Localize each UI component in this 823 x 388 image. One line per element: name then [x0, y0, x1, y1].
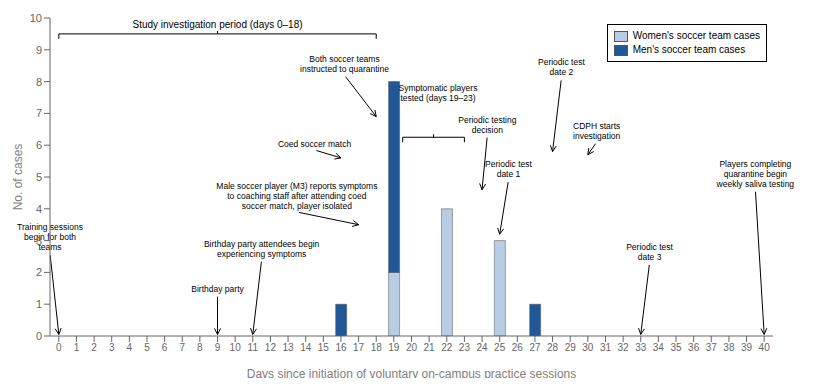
svg-text:2: 2: [91, 342, 97, 353]
svg-text:Periodic testdate 2: Periodic testdate 2: [538, 57, 585, 77]
svg-text:31: 31: [600, 342, 612, 353]
svg-text:28: 28: [547, 342, 559, 353]
svg-text:19: 19: [388, 342, 400, 353]
svg-text:9: 9: [36, 44, 42, 56]
svg-text:30: 30: [582, 342, 594, 353]
svg-text:3: 3: [109, 342, 115, 353]
svg-text:25: 25: [494, 342, 506, 353]
svg-text:Both soccer teamsinstructed to: Both soccer teamsinstructed to quarantin…: [300, 54, 389, 74]
svg-text:Periodic testdate 3: Periodic testdate 3: [626, 242, 673, 262]
svg-text:CDPH startsinvestigation: CDPH startsinvestigation: [573, 121, 621, 141]
svg-text:Players completingquarantine b: Players completingquarantine beginweekly…: [716, 159, 795, 189]
svg-text:40: 40: [759, 342, 771, 353]
svg-text:4: 4: [36, 203, 42, 215]
svg-text:Symptomatic playerstested (day: Symptomatic playerstested (days 19–23): [399, 83, 478, 103]
svg-text:6: 6: [36, 139, 42, 151]
svg-text:1: 1: [36, 298, 42, 310]
svg-text:39: 39: [741, 342, 753, 353]
svg-text:12: 12: [265, 342, 277, 353]
svg-text:37: 37: [706, 342, 718, 353]
svg-text:35: 35: [670, 342, 682, 353]
svg-text:8: 8: [36, 76, 42, 88]
svg-text:13: 13: [282, 342, 294, 353]
svg-text:7: 7: [179, 342, 185, 353]
svg-text:20: 20: [406, 342, 418, 353]
svg-text:32: 32: [618, 342, 630, 353]
svg-text:26: 26: [512, 342, 524, 353]
svg-text:5: 5: [36, 171, 42, 183]
svg-text:Coed soccer match: Coed soccer match: [278, 139, 351, 149]
svg-text:Periodic testingdecision: Periodic testingdecision: [458, 115, 516, 135]
svg-text:29: 29: [565, 342, 577, 353]
svg-text:3: 3: [36, 235, 42, 247]
svg-text:Male soccer player (M3) report: Male soccer player (M3) reports symptoms…: [216, 181, 377, 211]
svg-text:Birthday party attendees begin: Birthday party attendees beginexperienci…: [204, 239, 320, 259]
svg-text:0: 0: [56, 342, 62, 353]
svg-text:0: 0: [36, 330, 42, 342]
svg-text:9: 9: [215, 342, 221, 353]
svg-text:4: 4: [127, 342, 133, 353]
svg-text:21: 21: [424, 342, 436, 353]
svg-text:2: 2: [36, 266, 42, 278]
svg-text:6: 6: [162, 342, 168, 353]
svg-text:Periodic testdate 1: Periodic testdate 1: [485, 159, 532, 179]
svg-text:34: 34: [653, 342, 665, 353]
svg-text:27: 27: [529, 342, 541, 353]
svg-text:16: 16: [335, 342, 347, 353]
svg-text:Study investigation period (da: Study investigation period (days 0–18): [132, 19, 302, 30]
svg-text:Days since initiation of volun: Days since initiation of voluntary on-ca…: [247, 367, 576, 378]
svg-text:No. of cases: No. of cases: [11, 144, 25, 211]
svg-text:22: 22: [441, 342, 453, 353]
svg-text:8: 8: [197, 342, 203, 353]
svg-text:33: 33: [635, 342, 647, 353]
svg-text:15: 15: [318, 342, 330, 353]
svg-text:11: 11: [248, 342, 259, 353]
svg-text:18: 18: [371, 342, 383, 353]
svg-text:10: 10: [230, 342, 242, 353]
svg-text:36: 36: [688, 342, 700, 353]
svg-text:5: 5: [144, 342, 150, 353]
svg-text:23: 23: [459, 342, 471, 353]
svg-text:7: 7: [36, 107, 42, 119]
svg-text:38: 38: [723, 342, 735, 353]
svg-text:14: 14: [300, 342, 312, 353]
svg-text:24: 24: [476, 342, 488, 353]
svg-text:17: 17: [353, 342, 365, 353]
svg-text:Birthday party: Birthday party: [191, 284, 244, 294]
svg-text:1: 1: [74, 342, 80, 353]
svg-text:10: 10: [30, 12, 42, 24]
